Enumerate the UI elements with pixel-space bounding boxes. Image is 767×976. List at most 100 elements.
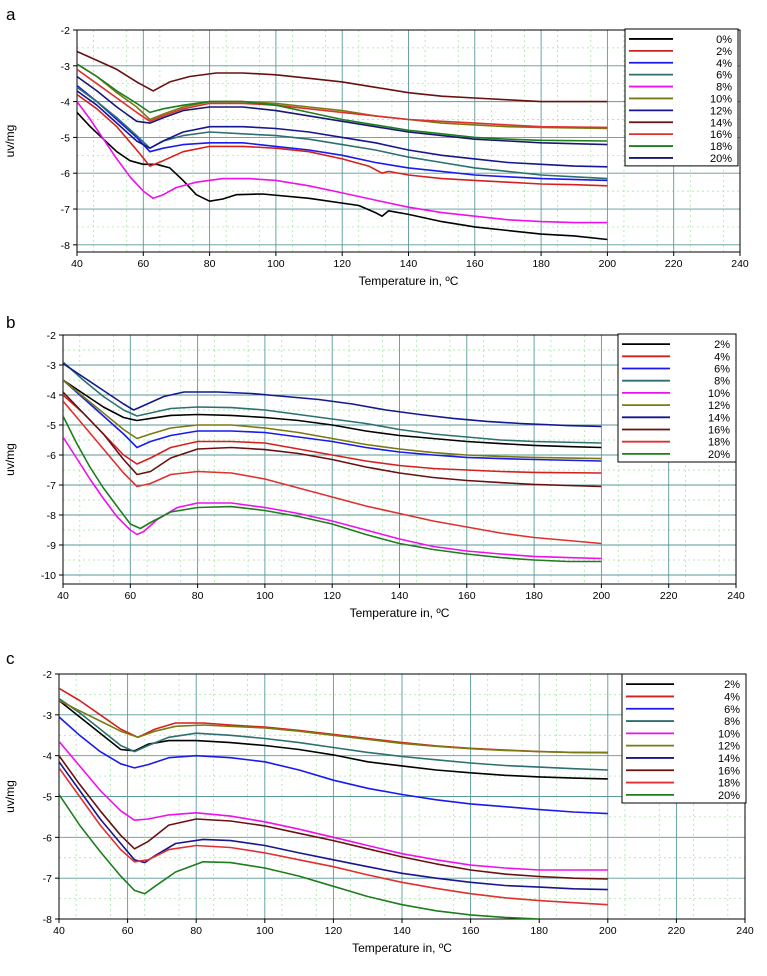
y-tick-label: -7	[61, 204, 70, 216]
legend-label: 20%	[718, 790, 740, 802]
legend-label: 18%	[708, 437, 730, 449]
x-tick-label: 160	[458, 590, 476, 602]
legend-label: 12%	[718, 741, 740, 753]
legend-label: 2%	[724, 679, 740, 691]
series-line-10pct	[63, 436, 602, 560]
chart-panel-a: a 40 60 80 100 120 140 160 180 200 220 240 -8 -7 -6 -5 -…	[3, 5, 749, 288]
series-line-14pct	[59, 761, 608, 891]
x-tick-label: 200	[593, 590, 611, 602]
x-tick-label: 100	[256, 590, 274, 602]
legend-label: 4%	[714, 351, 730, 363]
legend-label: 16%	[710, 129, 732, 141]
series-line-10pct	[77, 63, 608, 130]
series-line-12pct	[77, 90, 608, 168]
series-line-20pct	[77, 75, 608, 146]
y-tick-label: -8	[61, 240, 70, 252]
series-line-2pct	[63, 379, 602, 449]
legend-label: 20%	[710, 153, 732, 165]
x-tick-label: 180	[530, 925, 548, 937]
legend-label: 14%	[708, 412, 730, 424]
series-line-6pct	[59, 716, 608, 815]
y-tick-label: -10	[41, 570, 56, 582]
series-line-18pct	[77, 63, 608, 142]
x-tick-label: 40	[53, 925, 65, 937]
series-line-2pct	[77, 93, 608, 187]
x-tick-label: 240	[731, 258, 749, 270]
x-tick-label: 180	[525, 590, 543, 602]
y-tick-label: -7	[43, 873, 52, 885]
x-tick-label: 80	[190, 925, 202, 937]
x-tick-label: 100	[267, 258, 285, 270]
series-line-18pct	[59, 767, 608, 906]
x-tick-label: 180	[532, 258, 550, 270]
x-tick-label: 240	[736, 925, 754, 937]
x-tick-label: 60	[124, 590, 136, 602]
y-tick-label: -5	[43, 792, 52, 804]
series-line-6pct	[63, 379, 602, 462]
legend-box	[624, 28, 739, 167]
x-tick-label: 160	[462, 925, 480, 937]
y-tick-label: -5	[61, 132, 70, 144]
series-line-16pct	[63, 391, 602, 488]
x-tick-label: 100	[256, 925, 274, 937]
y-tick-label: -6	[43, 832, 52, 844]
x-axis-label: Temperature in, ºC	[350, 606, 450, 620]
y-tick-label: -7	[47, 480, 56, 492]
series-line-12pct	[59, 699, 608, 754]
series-line-14pct	[77, 50, 608, 103]
legend-label: 18%	[710, 141, 732, 153]
panel-label-c: c	[6, 649, 15, 668]
y-axis-label: uv/mg	[3, 780, 17, 813]
legend-label: 4%	[716, 58, 732, 70]
legend-label: 0%	[716, 34, 732, 46]
x-tick-label: 120	[333, 258, 351, 270]
legend-box	[617, 333, 737, 463]
series-line-2pct	[59, 699, 608, 780]
legend-label: 14%	[718, 753, 740, 765]
series-line-18pct	[63, 400, 602, 545]
y-tick-label: -2	[61, 25, 70, 37]
y-tick-label: -2	[43, 669, 52, 681]
legend-label: 4%	[724, 691, 740, 703]
legend-label: 2%	[716, 46, 732, 58]
series-line-8pct	[77, 101, 608, 224]
y-tick-label: -6	[47, 450, 56, 462]
x-tick-label: 60	[137, 258, 149, 270]
chart-panel-b: b 40 60 80 100 120 140 160 180 200 220 240 -10 -9 -8 -7…	[3, 313, 745, 620]
y-tick-label: -9	[47, 540, 56, 552]
series-line-4pct	[63, 394, 602, 474]
y-axis-label: uv/mg	[3, 443, 17, 476]
y-tick-label: -4	[47, 390, 56, 402]
y-tick-label: -2	[47, 330, 56, 342]
x-axis-label: Temperature in, ºC	[359, 274, 459, 288]
y-tick-label: -4	[61, 97, 70, 109]
legend-label: 10%	[708, 388, 730, 400]
legend-label: 2%	[714, 339, 730, 351]
x-tick-label: 40	[71, 258, 83, 270]
legend-label: 12%	[710, 105, 732, 117]
series-line-14pct	[63, 362, 602, 428]
x-tick-label: 200	[599, 258, 617, 270]
legend-label: 16%	[718, 765, 740, 777]
x-tick-label: 80	[204, 258, 216, 270]
series-line-6pct	[77, 86, 608, 180]
x-tick-label: 140	[391, 590, 409, 602]
series-line-4pct	[77, 84, 608, 182]
x-tick-label: 200	[599, 925, 617, 937]
legend-label: 6%	[724, 704, 740, 716]
y-tick-label: -4	[43, 751, 52, 763]
series-line-12pct	[63, 379, 602, 460]
x-tick-label: 220	[668, 925, 686, 937]
legend-label: 8%	[716, 82, 732, 94]
x-tick-label: 220	[660, 590, 678, 602]
x-tick-label: 120	[325, 925, 343, 937]
y-tick-label: -3	[61, 61, 70, 73]
series-line-0pct	[77, 111, 608, 241]
series-line-10pct	[59, 740, 608, 871]
y-tick-label: -3	[47, 360, 56, 372]
series-line-8pct	[63, 361, 602, 444]
x-tick-label: 80	[192, 590, 204, 602]
y-tick-label: -8	[47, 510, 56, 522]
